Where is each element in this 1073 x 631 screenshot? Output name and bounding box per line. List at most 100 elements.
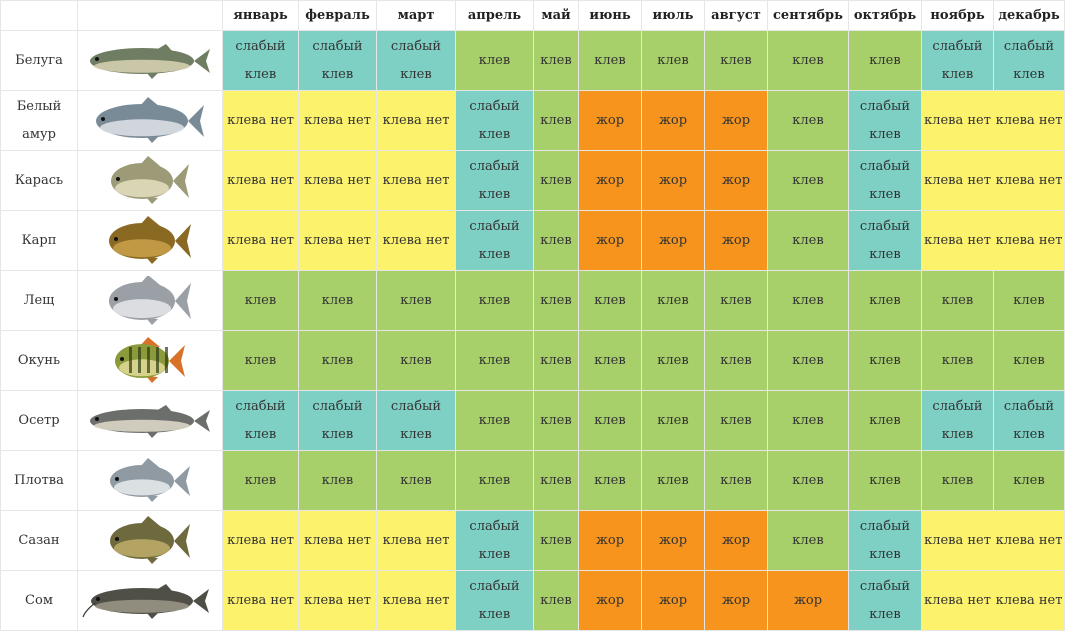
- bite-cell: клев: [848, 450, 922, 511]
- fish-rows: Белуга слабый клев слабый клев слабый клев…: [0, 30, 1065, 631]
- bite-cell: клева нет: [376, 570, 456, 631]
- bite-cell: клева нет: [921, 90, 994, 151]
- month-header: сентябрь: [767, 0, 849, 31]
- bite-cell: клев: [704, 330, 768, 391]
- fish-name: Карп: [0, 210, 78, 271]
- bite-cell: клев: [767, 30, 849, 91]
- bite-cell: клев: [533, 450, 579, 511]
- bite-cell: клев: [993, 270, 1065, 331]
- bite-cell: клев: [641, 330, 705, 391]
- bite-cell: жор: [578, 150, 642, 211]
- bite-cell: клев: [767, 510, 849, 571]
- bite-cell: клева нет: [298, 510, 377, 571]
- bite-cell: клева нет: [222, 570, 299, 631]
- bite-cell: слабый клев: [222, 390, 299, 451]
- fish-row: Белый амур клева нет клева нет клева нет сл…: [0, 90, 1065, 151]
- bite-cell: клев: [848, 330, 922, 391]
- roach-icon: [77, 450, 223, 511]
- fish-row: Лещ клев клев клев клев клев клев клев клев клев…: [0, 270, 1065, 331]
- bite-cell: слабый клев: [848, 150, 922, 211]
- fish-name: Сазан: [0, 510, 78, 571]
- bite-cell: жор: [641, 210, 705, 271]
- bite-cell: клев: [767, 90, 849, 151]
- bite-cell: клев: [533, 150, 579, 211]
- bite-cell: клева нет: [993, 510, 1065, 571]
- bite-cell: клева нет: [993, 150, 1065, 211]
- bite-cell: клев: [533, 90, 579, 151]
- bite-cell: клев: [578, 450, 642, 511]
- fish-name: Плотва: [0, 450, 78, 511]
- fish-name: Сом: [0, 570, 78, 631]
- bite-cell: слабый клев: [376, 30, 456, 91]
- bite-cell: клева нет: [376, 210, 456, 271]
- bite-cell: клев: [533, 270, 579, 331]
- bite-cell: клева нет: [376, 510, 456, 571]
- month-header: апрель: [455, 0, 534, 31]
- bite-cell: слабый клев: [921, 390, 994, 451]
- bite-cell: слабый клев: [848, 570, 922, 631]
- bite-cell: слабый клев: [455, 90, 534, 151]
- fish-name: Лещ: [0, 270, 78, 331]
- bite-cell: слабый клев: [455, 570, 534, 631]
- bite-cell: клев: [578, 330, 642, 391]
- bite-cell: клев: [848, 270, 922, 331]
- bite-cell: клева нет: [376, 90, 456, 151]
- grass-carp-icon: [77, 90, 223, 151]
- wild-carp-icon: [77, 510, 223, 571]
- month-header: декабрь: [993, 0, 1065, 31]
- bite-cell: клев: [533, 570, 579, 631]
- bite-cell: жор: [578, 210, 642, 271]
- fish-row: Сазан клева нет клева нет клева нет слабый …: [0, 510, 1065, 571]
- bite-cell: клев: [704, 390, 768, 451]
- bite-cell: клев: [455, 390, 534, 451]
- bite-cell: клев: [533, 390, 579, 451]
- bite-cell: клев: [533, 330, 579, 391]
- bite-cell: клева нет: [993, 210, 1065, 271]
- bite-cell: клев: [376, 450, 456, 511]
- bite-cell: клев: [767, 210, 849, 271]
- bite-cell: клева нет: [222, 150, 299, 211]
- bite-cell: клев: [704, 30, 768, 91]
- bite-cell: клева нет: [921, 510, 994, 571]
- month-header: февраль: [298, 0, 377, 31]
- bite-cell: жор: [704, 510, 768, 571]
- bite-cell: клев: [921, 330, 994, 391]
- fish-row: Карп клева нет клева нет клева нет слабый к…: [0, 210, 1065, 271]
- bite-cell: клев: [767, 330, 849, 391]
- bite-cell: клев: [455, 330, 534, 391]
- bite-cell: слабый клев: [993, 390, 1065, 451]
- bream-icon: [77, 270, 223, 331]
- fish-name: Окунь: [0, 330, 78, 391]
- month-header: октябрь: [848, 0, 922, 31]
- bite-cell: клева нет: [993, 570, 1065, 631]
- bite-cell: клев: [767, 150, 849, 211]
- bite-cell: клев: [578, 30, 642, 91]
- bite-cell: клева нет: [376, 150, 456, 211]
- bite-cell: клев: [641, 30, 705, 91]
- bite-cell: клева нет: [993, 90, 1065, 151]
- bite-cell: клев: [641, 270, 705, 331]
- month-header: март: [376, 0, 456, 31]
- bite-cell: слабый клев: [222, 30, 299, 91]
- bite-cell: клев: [222, 270, 299, 331]
- bite-cell: жор: [704, 570, 768, 631]
- bite-cell: слабый клев: [455, 510, 534, 571]
- header-fish-name: [0, 0, 78, 31]
- bite-cell: жор: [578, 570, 642, 631]
- bite-cell: клев: [767, 390, 849, 451]
- fish-row: Карась клева нет клева нет клева нет слабый…: [0, 150, 1065, 211]
- fish-name: Осетр: [0, 390, 78, 451]
- bite-cell: клев: [641, 390, 705, 451]
- bite-cell: клева нет: [921, 210, 994, 271]
- bite-cell: клев: [455, 450, 534, 511]
- fish-row: Окунь клев клев клев клев клев клев клев клев кл…: [0, 330, 1065, 391]
- bite-cell: клева нет: [298, 90, 377, 151]
- bite-cell: клев: [767, 270, 849, 331]
- header-fish-image: [77, 0, 223, 31]
- bite-cell: клев: [376, 270, 456, 331]
- bite-cell: клева нет: [298, 150, 377, 211]
- bite-cell: клев: [641, 450, 705, 511]
- bite-cell: клев: [848, 30, 922, 91]
- bite-cell: клев: [533, 510, 579, 571]
- catfish-icon: [77, 570, 223, 631]
